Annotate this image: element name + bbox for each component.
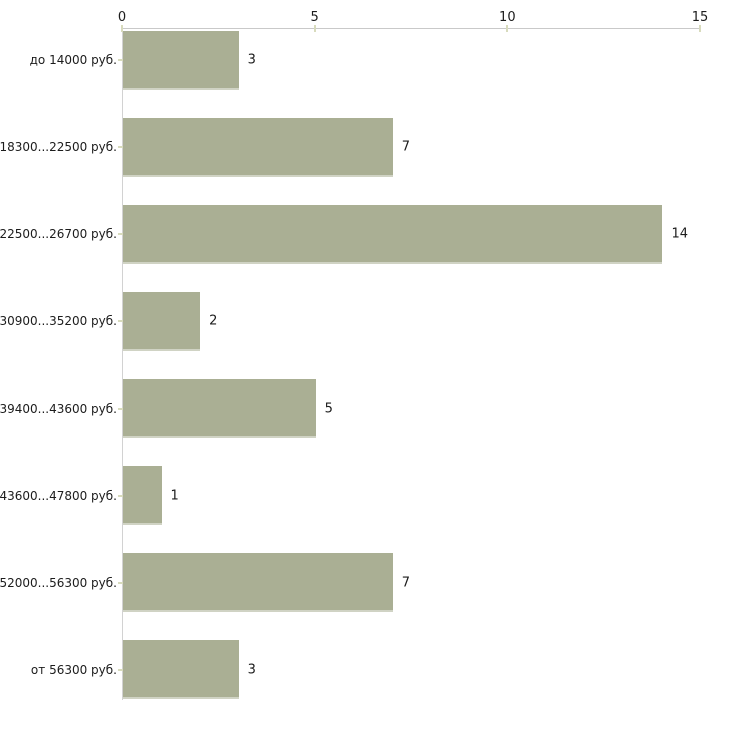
y-axis-line [122, 28, 123, 700]
category-label: 18300...22500 руб. [0, 140, 117, 155]
y-tick-mark [118, 581, 123, 584]
y-tick-mark [118, 233, 123, 236]
value-label: 7 [401, 575, 410, 591]
x-tick-mark [699, 25, 701, 32]
category-label: 43600...47800 руб. [0, 488, 117, 503]
value-label: 5 [324, 401, 333, 417]
bar [123, 291, 201, 351]
x-tick-label: 10 [499, 10, 516, 25]
value-label: 3 [247, 662, 256, 678]
value-label: 3 [247, 52, 256, 68]
x-tick-label: 5 [310, 10, 319, 25]
bar [123, 30, 239, 90]
y-tick-mark [118, 494, 123, 497]
y-tick-mark [118, 146, 123, 149]
category-label: 22500...26700 руб. [0, 227, 117, 242]
bar [123, 117, 393, 177]
x-tick-mark [121, 25, 123, 32]
x-tick-label: 15 [691, 10, 709, 25]
value-label: 2 [209, 313, 218, 329]
y-tick-mark [118, 407, 123, 410]
x-tick-mark [506, 25, 509, 32]
bar [123, 640, 239, 700]
bar [123, 204, 663, 264]
category-label: от 56300 руб. [30, 662, 117, 677]
value-label: 14 [671, 226, 688, 242]
y-tick-mark [118, 59, 123, 61]
category-label: 30900...35200 руб. [0, 314, 117, 329]
value-label: 7 [401, 139, 410, 155]
bar [123, 466, 162, 526]
bar [123, 553, 393, 613]
y-tick-mark [118, 668, 123, 671]
category-label: до 14000 руб. [29, 53, 117, 67]
bar [123, 379, 316, 439]
x-axis-line [122, 28, 701, 29]
value-label: 1 [170, 488, 179, 504]
x-tick-mark [313, 25, 316, 32]
x-tick-label: 0 [117, 10, 127, 25]
y-tick-mark [118, 320, 123, 323]
category-label: 52000...56300 руб. [0, 575, 117, 590]
category-label: 39400...43600 руб. [0, 401, 117, 416]
